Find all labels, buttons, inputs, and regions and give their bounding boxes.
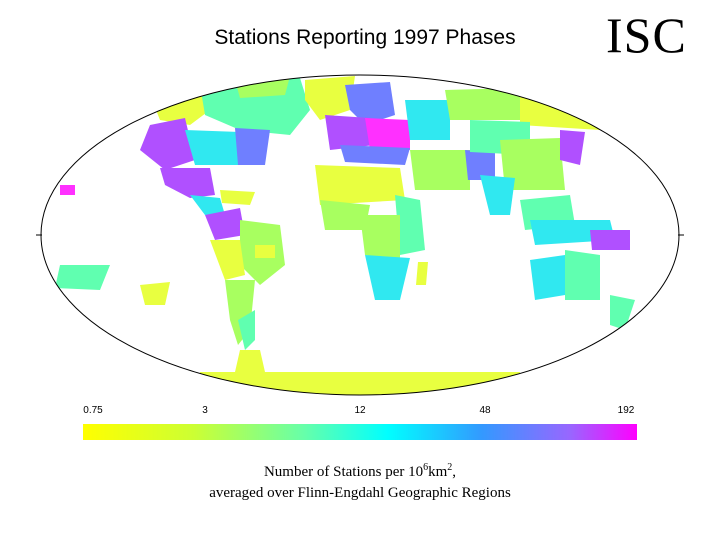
region-mexico xyxy=(160,168,215,198)
region-pacific-south xyxy=(55,265,110,290)
region-east-europe xyxy=(405,100,450,140)
caption-line-2: averaged over Flinn-Engdahl Geographic R… xyxy=(209,485,511,501)
region-australia-east xyxy=(565,250,600,300)
region-greenland xyxy=(305,76,355,120)
region-madagascar xyxy=(416,262,428,285)
region-canada-arctic xyxy=(235,76,290,98)
map-title: Stations Reporting 1997 Phases xyxy=(214,26,516,49)
region-central-africa xyxy=(360,215,400,260)
map-regions xyxy=(55,76,635,395)
region-china xyxy=(500,138,565,190)
region-argentina-south xyxy=(238,310,255,350)
colorbar-tick-label: 0.75 xyxy=(83,405,103,416)
region-west-europe xyxy=(325,115,375,150)
colorbar-tick-label: 3 xyxy=(202,405,208,416)
region-caribbean xyxy=(220,190,255,205)
region-south-africa xyxy=(365,255,410,300)
region-west-us xyxy=(140,118,195,170)
region-west-africa xyxy=(320,200,370,230)
region-mediterranean xyxy=(340,145,410,165)
region-antarctica xyxy=(200,372,520,395)
region-antarctica-pen xyxy=(235,350,265,372)
region-australia-west xyxy=(530,255,565,300)
colorbar-tick-label: 192 xyxy=(617,405,635,416)
region-peru xyxy=(210,240,245,280)
region-russia-west xyxy=(445,88,525,120)
region-north-africa xyxy=(315,165,405,205)
region-hawaii xyxy=(60,185,75,195)
region-new-zealand xyxy=(610,295,635,330)
region-iran xyxy=(465,150,495,180)
region-india xyxy=(480,175,515,215)
region-east-us xyxy=(235,128,270,165)
region-central-america xyxy=(190,195,225,215)
map-caption: Number of Stations per 106km2, averaged … xyxy=(110,462,610,504)
region-png xyxy=(590,230,630,250)
region-scandinavia xyxy=(345,82,395,125)
region-pacific-east xyxy=(140,282,170,305)
colorbar-tick-label: 48 xyxy=(479,405,491,416)
region-south-atlantic xyxy=(255,245,275,258)
region-colombia xyxy=(205,208,245,240)
region-central-europe xyxy=(365,118,410,150)
region-central-us xyxy=(185,130,240,165)
caption-line-1: Number of Stations per 106km2, xyxy=(263,462,457,481)
region-east-africa xyxy=(395,195,425,255)
isc-logo: ISC xyxy=(606,7,687,63)
region-middle-east xyxy=(410,150,470,190)
colorbar-tick-label: 12 xyxy=(354,405,366,416)
colorbar xyxy=(83,424,637,440)
region-japan xyxy=(560,130,585,165)
